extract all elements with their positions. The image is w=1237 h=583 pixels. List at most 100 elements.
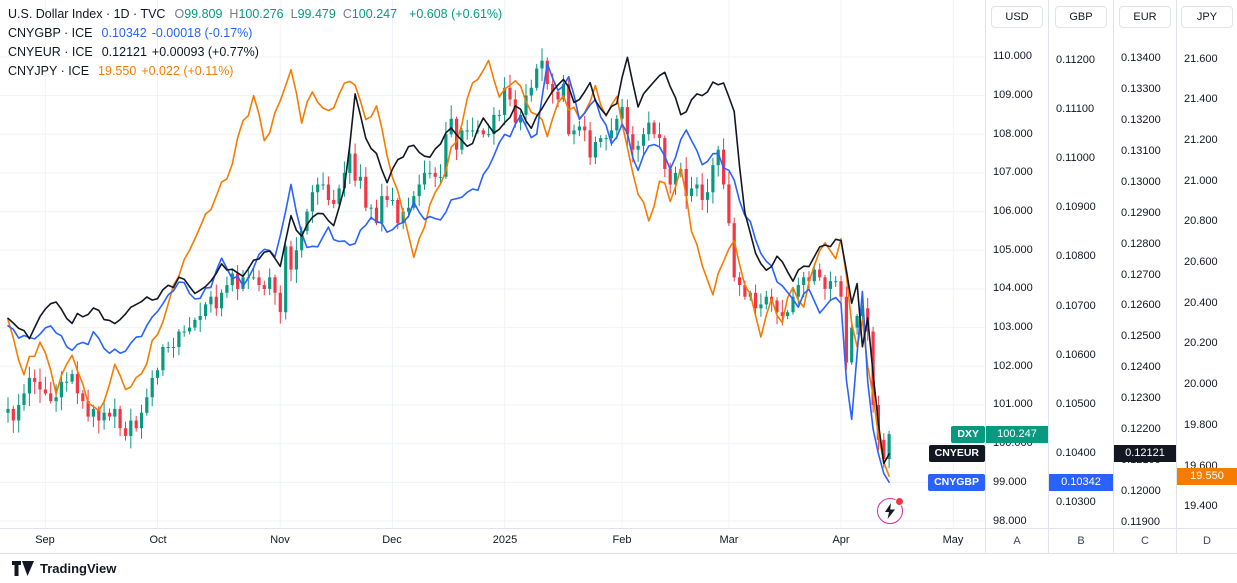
price-tick: 99.000 (993, 476, 1027, 488)
currency-button-gbp[interactable]: GBP (1055, 6, 1107, 28)
currency-button-jpy[interactable]: JPY (1181, 6, 1233, 28)
price-tick: 0.10400 (1056, 447, 1096, 459)
price-tick: 0.11000 (1056, 152, 1095, 164)
ohlc-high: H100.276 (229, 7, 284, 21)
price-tick: 0.11900 (1121, 516, 1160, 528)
legend-title-cnyeur[interactable]: CNYEUR · ICE (8, 45, 93, 59)
dxy-change: +0.608 (+0.61%) (409, 7, 503, 21)
time-axis-label: Apr (832, 534, 850, 546)
last-price-badge-usd: 100.247 (986, 426, 1048, 443)
cnyeur-value: 0.12121 (101, 45, 147, 59)
price-scale-jpy[interactable]: JPY 21.600 21.400 21.200 21.000 20.800 20.600… (1176, 0, 1237, 528)
price-tick: 0.11100 (1056, 103, 1095, 115)
flash-events-button[interactable] (877, 497, 904, 524)
price-tick: 108.000 (993, 128, 1033, 140)
time-axis-label: Feb (612, 534, 632, 546)
price-tick: 103.000 (993, 321, 1033, 333)
time-axis-label: Dec (382, 534, 402, 546)
time-axis-label: Sep (35, 534, 55, 546)
cnygbp-change: -0.00018 (-0.17%) (151, 26, 253, 40)
price-tick: 0.12800 (1121, 238, 1161, 250)
price-tick: 0.12400 (1121, 361, 1161, 373)
ohlc-low: L99.479 (290, 7, 336, 21)
price-tick: 21.400 (1184, 93, 1218, 105)
last-price-badge-eur: 0.12121 (1114, 445, 1176, 462)
legend-row-cnyeur: CNYEUR · ICE 0.12121 +0.00093 (+0.77%) (8, 43, 502, 62)
scale-toggle-c[interactable]: C (1113, 529, 1176, 553)
last-price-badge-gbp: 0.10342 (1049, 474, 1113, 491)
price-tick: 20.800 (1184, 215, 1218, 227)
time-axis-label: May (942, 534, 964, 546)
price-tick: 20.600 (1184, 256, 1218, 268)
time-axis-label: Nov (270, 534, 290, 546)
price-scale-eur[interactable]: EUR 0.13400 0.13300 0.13200 0.13100 0.13000 0… (1113, 0, 1176, 528)
price-tick: 105.000 (993, 244, 1033, 256)
price-tick: 21.000 (1184, 175, 1218, 187)
currency-button-usd[interactable]: USD (991, 6, 1043, 28)
price-tick: 0.13300 (1121, 83, 1161, 95)
legend-title-dxy[interactable]: U.S. Dollar Index · 1D · TVC (8, 7, 166, 21)
time-axis-label: Oct (149, 534, 167, 546)
legend-row-dxy: U.S. Dollar Index · 1D · TVC O99.809 H100.… (8, 5, 502, 24)
price-tick: 0.13400 (1121, 52, 1161, 64)
price-tick: 19.800 (1184, 419, 1218, 431)
price-tick: 106.000 (993, 205, 1033, 217)
notification-dot (895, 497, 904, 506)
scale-toggle-b[interactable]: B (1048, 529, 1113, 553)
lightning-bolt-icon (885, 503, 895, 519)
legend-row-cnygbp: CNYGBP · ICE 0.10342 -0.00018 (-0.17%) (8, 24, 502, 43)
price-tick: 21.600 (1184, 53, 1218, 65)
time-axis-row: Sep Oct Nov Dec 2025 Feb Mar Apr May A B C D (0, 528, 1237, 553)
price-tick: 0.12500 (1121, 330, 1161, 342)
price-tick: 21.200 (1184, 134, 1218, 146)
price-tick: 110.000 (993, 50, 1032, 62)
chart-pane[interactable] (0, 0, 985, 528)
price-tick: 0.12700 (1121, 269, 1161, 281)
price-chart[interactable] (0, 0, 985, 528)
currency-button-eur[interactable]: EUR (1119, 6, 1171, 28)
price-tick: 0.12900 (1121, 207, 1161, 219)
price-tick: 0.10300 (1056, 496, 1096, 508)
cnyeur-change: +0.00093 (+0.77%) (151, 45, 259, 59)
scale-toggle-a[interactable]: A (985, 529, 1048, 553)
series-price-tag-dxy: DXY (951, 426, 985, 443)
chart-main-row: USD 110.000 109.000 108.000 107.000 106.000 1… (0, 0, 1237, 528)
price-tick: 0.12200 (1121, 423, 1161, 435)
ohlc-open: O99.809 (174, 7, 223, 21)
price-tick: 0.12300 (1121, 392, 1161, 404)
price-tick: 0.13200 (1121, 114, 1161, 126)
price-tick: 20.200 (1184, 337, 1218, 349)
cnyjpy-change: +0.022 (+0.11%) (141, 64, 234, 78)
price-scale-usd[interactable]: USD 110.000 109.000 108.000 107.000 106.000 1… (985, 0, 1048, 528)
price-tick: 20.400 (1184, 297, 1218, 309)
series-price-tag-cnyeur: CNYEUR (928, 445, 985, 462)
scale-toggle-d[interactable]: D (1176, 529, 1237, 553)
cnygbp-value: 0.10342 (101, 26, 147, 40)
price-tick: 0.10700 (1056, 300, 1096, 312)
ohlc-close: C100.247 (342, 7, 398, 21)
price-tick: 101.000 (993, 398, 1033, 410)
price-tick: 109.000 (993, 89, 1033, 101)
price-scale-gbp[interactable]: GBP 0.11200 0.11100 0.11000 0.10900 0.10800 0… (1048, 0, 1113, 528)
price-tick: 104.000 (993, 282, 1033, 294)
price-scale-area: USD 110.000 109.000 108.000 107.000 106.000 1… (985, 0, 1237, 528)
legend-title-cnyjpy[interactable]: CNYJPY · ICE (8, 64, 90, 78)
price-tick: 0.10800 (1056, 250, 1096, 262)
price-tick: 20.000 (1184, 378, 1218, 390)
price-tick: 19.400 (1184, 500, 1218, 512)
tradingview-logo-icon[interactable] (12, 561, 34, 576)
price-tick: 98.000 (993, 515, 1027, 527)
price-tick: 0.10900 (1056, 201, 1096, 213)
price-tick: 0.11200 (1056, 54, 1095, 66)
price-tick: 0.10600 (1056, 349, 1096, 361)
legend-title-cnygbp[interactable]: CNYGBP · ICE (8, 26, 93, 40)
time-axis-label: Mar (719, 534, 739, 546)
price-tick: 0.13000 (1121, 176, 1161, 188)
price-tick: 107.000 (993, 166, 1033, 178)
series-price-tag-cnygbp: CNYGBP (928, 474, 985, 491)
cnyjpy-value: 19.550 (98, 64, 137, 78)
time-axis[interactable]: Sep Oct Nov Dec 2025 Feb Mar Apr May (0, 529, 985, 553)
tradingview-brand-text[interactable]: TradingView (40, 561, 117, 576)
time-axis-label: 2025 (492, 534, 518, 546)
